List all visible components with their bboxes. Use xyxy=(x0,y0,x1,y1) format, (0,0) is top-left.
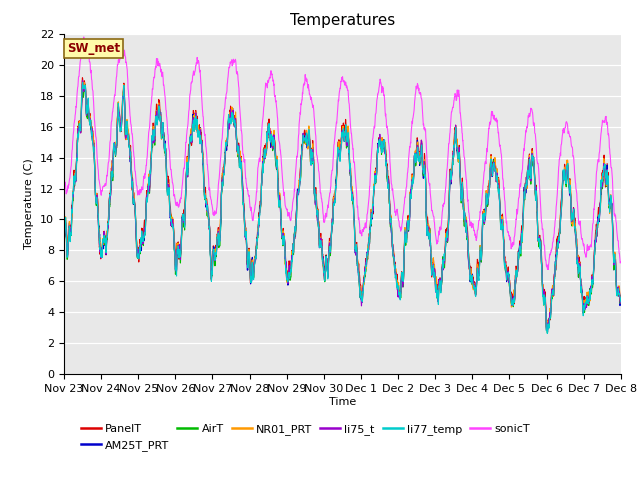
PanelT xyxy=(316,240,324,245)
li77_temp xyxy=(499,223,506,229)
NR01_PRT xyxy=(543,325,550,331)
AirT xyxy=(60,234,68,240)
li77_temp xyxy=(331,200,339,206)
li77_temp xyxy=(60,230,68,236)
Line: AM25T_PRT: AM25T_PRT xyxy=(64,84,621,330)
AM25T_PRT xyxy=(602,168,609,173)
li75_t xyxy=(544,329,552,335)
AirT xyxy=(499,221,506,227)
NR01_PRT xyxy=(331,198,339,204)
li77_temp xyxy=(601,161,609,167)
li77_temp xyxy=(602,166,609,172)
li75_t xyxy=(89,136,97,142)
AM25T_PRT xyxy=(89,139,97,144)
AirT xyxy=(316,241,324,247)
Line: li75_t: li75_t xyxy=(64,80,621,332)
sonicT xyxy=(316,190,324,195)
Legend: PanelT, AM25T_PRT, AirT, NR01_PRT, li75_t, li77_temp, sonicT: PanelT, AM25T_PRT, AirT, NR01_PRT, li75_… xyxy=(81,424,530,451)
AM25T_PRT xyxy=(60,234,68,240)
Line: NR01_PRT: NR01_PRT xyxy=(64,81,621,328)
PanelT xyxy=(89,128,97,133)
li77_temp xyxy=(79,80,86,85)
AM25T_PRT xyxy=(617,300,625,306)
li77_temp xyxy=(617,299,625,305)
li77_temp xyxy=(89,140,97,146)
NR01_PRT xyxy=(617,298,625,304)
sonicT xyxy=(602,116,609,121)
NR01_PRT xyxy=(602,164,609,170)
Text: SW_met: SW_met xyxy=(67,42,120,55)
sonicT xyxy=(331,132,339,138)
sonicT xyxy=(89,87,97,93)
AirT xyxy=(331,197,339,203)
PanelT xyxy=(543,324,550,330)
sonicT xyxy=(499,176,506,182)
AM25T_PRT xyxy=(331,196,339,202)
li75_t xyxy=(331,199,339,204)
PanelT xyxy=(331,198,339,204)
AirT xyxy=(89,137,97,143)
li75_t xyxy=(316,244,324,250)
AM25T_PRT xyxy=(499,224,506,229)
AM25T_PRT xyxy=(601,163,609,169)
Title: Temperatures: Temperatures xyxy=(290,13,395,28)
PanelT xyxy=(617,293,625,299)
NR01_PRT xyxy=(499,220,506,226)
li75_t xyxy=(499,222,506,228)
Y-axis label: Temperature (C): Temperature (C) xyxy=(24,158,35,250)
AirT xyxy=(543,330,551,336)
X-axis label: Time: Time xyxy=(329,397,356,407)
AirT xyxy=(602,168,609,174)
AM25T_PRT xyxy=(543,327,550,333)
li75_t xyxy=(602,168,609,174)
PanelT xyxy=(79,75,86,81)
PanelT xyxy=(601,163,609,169)
Line: sonicT: sonicT xyxy=(64,37,621,269)
Line: li77_temp: li77_temp xyxy=(64,83,621,334)
NR01_PRT xyxy=(60,231,68,237)
AM25T_PRT xyxy=(79,81,86,87)
AirT xyxy=(617,300,625,306)
sonicT xyxy=(80,34,88,40)
li75_t xyxy=(79,77,86,83)
li77_temp xyxy=(543,331,551,336)
AirT xyxy=(601,163,609,169)
sonicT xyxy=(601,120,609,125)
li77_temp xyxy=(316,244,324,250)
sonicT xyxy=(545,266,552,272)
AirT xyxy=(81,82,89,87)
PanelT xyxy=(60,228,68,234)
li75_t xyxy=(601,164,609,170)
sonicT xyxy=(617,259,625,265)
PanelT xyxy=(499,215,506,221)
NR01_PRT xyxy=(601,162,609,168)
NR01_PRT xyxy=(89,131,97,136)
AM25T_PRT xyxy=(316,243,324,249)
Line: PanelT: PanelT xyxy=(64,78,621,327)
NR01_PRT xyxy=(79,78,86,84)
NR01_PRT xyxy=(316,239,324,245)
Line: AirT: AirT xyxy=(64,84,621,333)
PanelT xyxy=(602,172,609,178)
li75_t xyxy=(617,300,625,306)
li75_t xyxy=(60,233,68,239)
sonicT xyxy=(60,180,68,186)
